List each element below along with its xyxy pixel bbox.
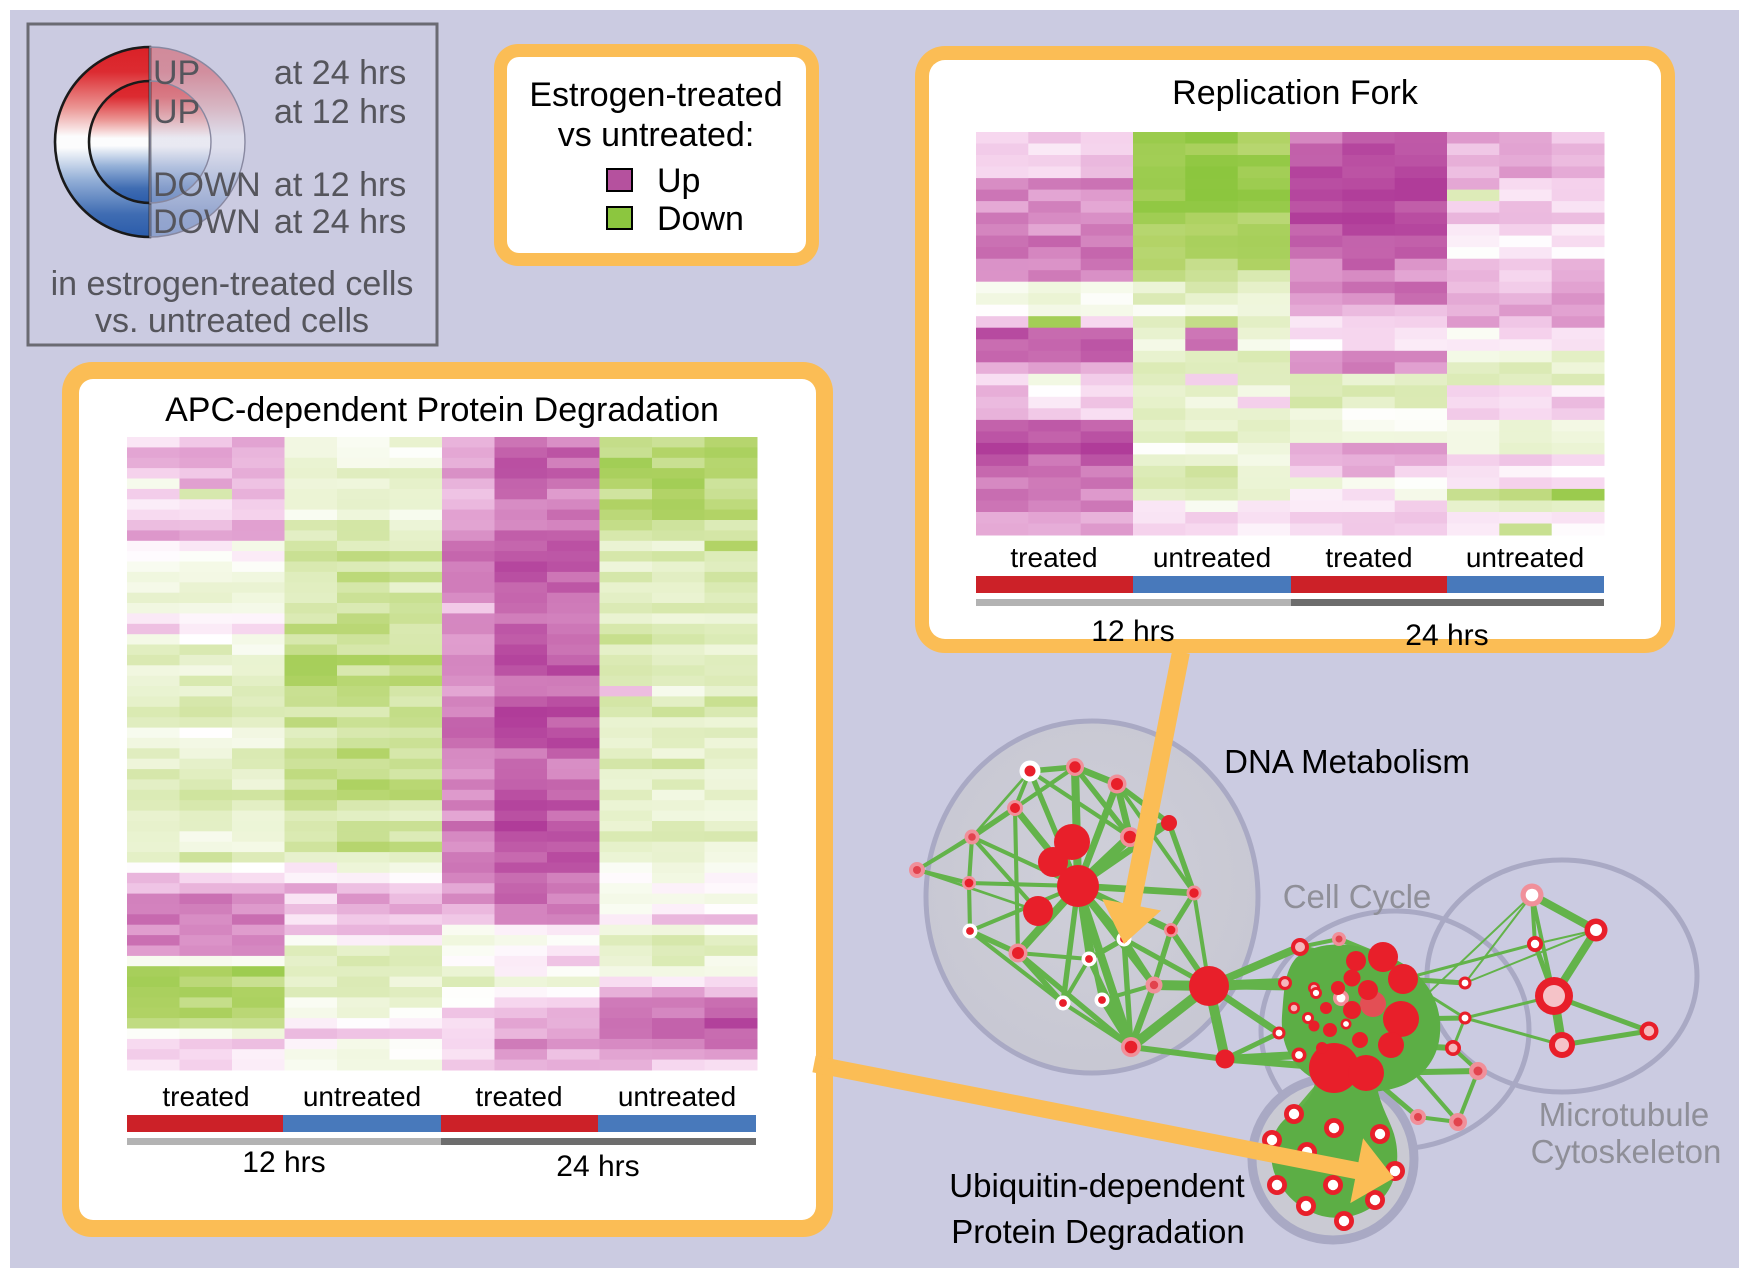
svg-text:Cytoskeleton: Cytoskeleton — [1531, 1133, 1722, 1170]
svg-text:Protein Degradation: Protein Degradation — [951, 1213, 1245, 1250]
svg-text:12 hrs: 12 hrs — [1091, 615, 1174, 648]
svg-text:Up: Up — [657, 162, 700, 200]
svg-text:untreated: untreated — [1153, 542, 1271, 573]
svg-text:APC-dependent Protein Degradat: APC-dependent Protein Degradation — [165, 391, 719, 429]
svg-text:24 hrs: 24 hrs — [1405, 619, 1488, 652]
svg-text:untreated: untreated — [303, 1081, 421, 1112]
svg-text:at 24 hrs: at 24 hrs — [274, 203, 406, 241]
svg-text:in estrogen-treated cells: in estrogen-treated cells — [51, 265, 414, 303]
svg-text:Cell Cycle: Cell Cycle — [1283, 878, 1432, 915]
svg-text:at 24 hrs: at 24 hrs — [274, 54, 406, 92]
svg-text:DNA Metabolism: DNA Metabolism — [1224, 743, 1470, 780]
svg-text:untreated: untreated — [618, 1081, 736, 1112]
svg-text:24 hrs: 24 hrs — [556, 1150, 639, 1183]
svg-text:Microtubule: Microtubule — [1539, 1096, 1710, 1133]
svg-text:UP: UP — [153, 93, 200, 131]
svg-text:treated: treated — [1325, 542, 1412, 573]
svg-text:at 12 hrs: at 12 hrs — [274, 93, 406, 131]
svg-text:Estrogen-treated: Estrogen-treated — [529, 76, 782, 114]
svg-text:Replication Fork: Replication Fork — [1172, 74, 1419, 112]
svg-text:vs untreated:: vs untreated: — [558, 116, 755, 154]
svg-text:treated: treated — [1010, 542, 1097, 573]
svg-text:at 12 hrs: at 12 hrs — [274, 166, 406, 204]
svg-text:UP: UP — [153, 54, 200, 92]
svg-text:Ubiquitin-dependent: Ubiquitin-dependent — [949, 1167, 1244, 1204]
svg-text:treated: treated — [162, 1081, 249, 1112]
svg-text:untreated: untreated — [1466, 542, 1584, 573]
svg-text:vs. untreated cells: vs. untreated cells — [95, 302, 369, 340]
svg-text:treated: treated — [475, 1081, 562, 1112]
svg-text:DOWN: DOWN — [153, 203, 261, 241]
svg-text:DOWN: DOWN — [153, 166, 261, 204]
svg-text:12 hrs: 12 hrs — [242, 1146, 325, 1179]
svg-text:Down: Down — [657, 200, 744, 238]
